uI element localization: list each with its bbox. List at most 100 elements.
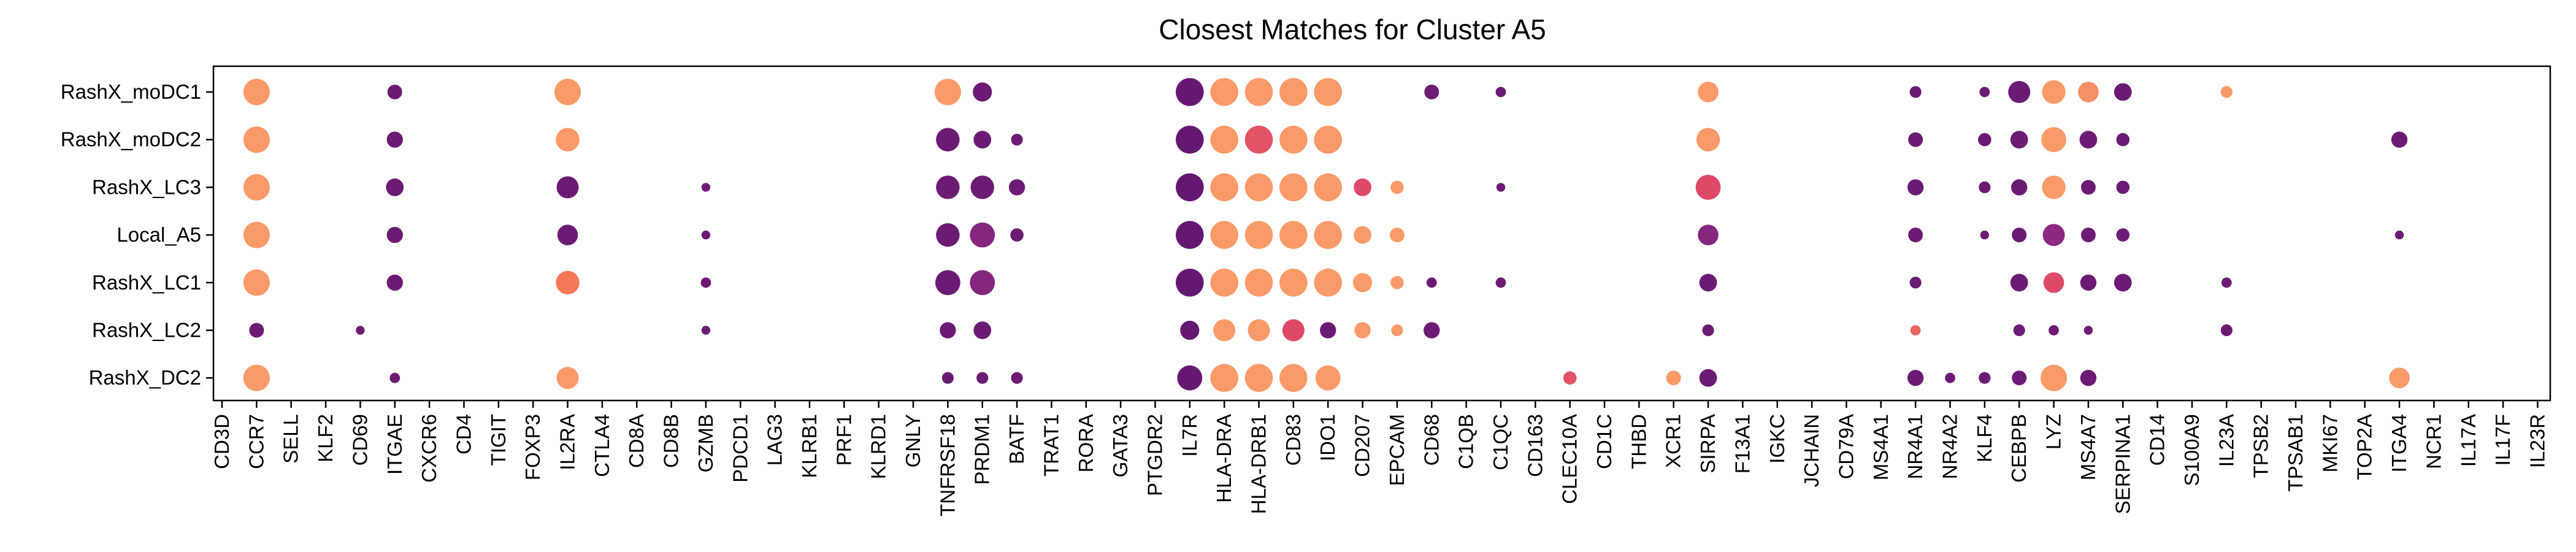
chart-title: Closest Matches for Cluster A5 bbox=[1159, 13, 1546, 45]
y-axis: RashX_moDC1 RashX_moDC2 RashX_LC3 Local_A5 R… bbox=[61, 80, 213, 389]
dot-Local_A5-CCR7 bbox=[243, 221, 270, 248]
x-tick-label: CD4 bbox=[452, 414, 475, 454]
x-tick-label: CXCR6 bbox=[418, 414, 440, 483]
x-tick-label: CLEC10A bbox=[1558, 414, 1581, 504]
dot-RashX_LC2-GZMB bbox=[701, 326, 711, 335]
dot-RashX_moDC1-CD83 bbox=[1279, 78, 1308, 106]
dot-RashX_DC2-LYZ bbox=[2040, 364, 2068, 391]
x-tick-label: JCHAIN bbox=[1800, 414, 1823, 487]
dot-Local_A5-KLF4 bbox=[1980, 230, 1990, 240]
x-tick-label: NCR1 bbox=[2422, 414, 2445, 469]
dot-RashX_DC2-TNFRSF18 bbox=[941, 372, 954, 384]
dot-RashX_LC3-NR4A1 bbox=[1907, 179, 1924, 196]
x-tick-label: SERPINA1 bbox=[2111, 414, 2134, 514]
y-tick-label: Local_A5 bbox=[117, 223, 201, 246]
dot-Local_A5-CD207 bbox=[1354, 226, 1371, 244]
x-tick-label: CD83 bbox=[1282, 414, 1305, 466]
x-tick-label: TNFRSF18 bbox=[936, 414, 959, 516]
dot-RashX_LC1-CEBPB bbox=[2010, 274, 2028, 292]
dot-Local_A5-ITGAE bbox=[386, 226, 403, 243]
x-tick-label: RORA bbox=[1075, 414, 1097, 472]
x-tick-label: THBD bbox=[1627, 414, 1650, 469]
x-tick-label: ITGA4 bbox=[2388, 414, 2410, 472]
dots-layer bbox=[243, 78, 2410, 392]
dot-Local_A5-GZMB bbox=[701, 230, 711, 240]
dot-RashX_moDC1-TNFRSF18 bbox=[934, 79, 961, 105]
dot-RashX_DC2-CCR7 bbox=[243, 364, 270, 391]
dot-RashX_moDC2-CCR7 bbox=[243, 126, 270, 153]
x-tick-label: SIRPA bbox=[1696, 414, 1719, 473]
dot-RashX_LC2-EPCAM bbox=[1391, 324, 1403, 337]
dot-RashX_DC2-KLF4 bbox=[1979, 372, 1991, 384]
dot-RashX_LC3-CEBPB bbox=[2011, 179, 2028, 196]
dot-RashX_LC2-CCR7 bbox=[249, 323, 264, 338]
dot-RashX_moDC1-C1QC bbox=[1495, 86, 1506, 98]
dot-RashX_LC1-CCR7 bbox=[243, 269, 270, 296]
dot-RashX_LC2-HLA-DRA bbox=[1213, 319, 1236, 342]
dot-RashX_LC3-GZMB bbox=[701, 183, 711, 192]
x-tick-label: S100A9 bbox=[2180, 414, 2203, 486]
dot-Local_A5-MS4A7 bbox=[2080, 228, 2096, 243]
dot-RashX_LC3-CD207 bbox=[1354, 178, 1371, 196]
x-tick-label: CCR7 bbox=[245, 414, 267, 469]
dot-RashX_LC1-GZMB bbox=[700, 277, 711, 288]
dot-RashX_moDC1-HLA-DRA bbox=[1210, 78, 1238, 106]
x-tick-label: IL17A bbox=[2457, 414, 2480, 467]
dot-RashX_moDC2-TNFRSF18 bbox=[936, 128, 960, 151]
dot-RashX_moDC2-IDO1 bbox=[1314, 125, 1342, 154]
dot-RashX_LC3-PRDM1 bbox=[970, 175, 994, 199]
dot-RashX_LC3-LYZ bbox=[2042, 175, 2066, 199]
dot-RashX_LC2-NR4A1 bbox=[1910, 325, 1921, 335]
dot-RashX_LC2-CEBPB bbox=[2013, 324, 2025, 337]
dot-RashX_moDC1-HLA-DRB1 bbox=[1244, 78, 1273, 106]
dot-Local_A5-IDO1 bbox=[1314, 221, 1342, 249]
dot-RashX_LC1-CD83 bbox=[1279, 269, 1308, 297]
dot-RashX_moDC2-CEBPB bbox=[2010, 131, 2028, 149]
dot-RashX_LC2-TNFRSF18 bbox=[940, 322, 956, 339]
x-tick-label: CD8A bbox=[625, 414, 648, 468]
dot-RashX_moDC1-IL2RA bbox=[554, 79, 581, 105]
dot-RashX_LC3-EPCAM bbox=[1390, 180, 1404, 194]
dot-RashX_DC2-IDO1 bbox=[1315, 365, 1341, 391]
x-tick-label: C1QC bbox=[1489, 414, 1512, 470]
x-tick-label: IGKC bbox=[1766, 414, 1788, 464]
dot-RashX_LC2-SIRPA bbox=[1702, 324, 1714, 337]
dot-RashX_DC2-BATF bbox=[1011, 372, 1023, 384]
x-tick-label: CD207 bbox=[1351, 414, 1374, 477]
dot-RashX_LC3-ITGAE bbox=[386, 178, 404, 196]
x-tick-label: LAG3 bbox=[764, 414, 786, 466]
dot-RashX_moDC1-IL7R bbox=[1176, 78, 1204, 106]
x-tick-label: KLF2 bbox=[314, 414, 337, 462]
x-tick-label: LYZ bbox=[2042, 414, 2065, 450]
dot-RashX_LC2-IDO1 bbox=[1320, 322, 1336, 339]
dot-Local_A5-IL7R bbox=[1176, 221, 1204, 249]
dot-Local_A5-TNFRSF18 bbox=[936, 223, 960, 247]
dot-RashX_LC3-SIRPA bbox=[1695, 175, 1721, 200]
dot-RashX_LC1-HLA-DRB1 bbox=[1244, 269, 1273, 297]
dot-RashX_DC2-PRDM1 bbox=[976, 372, 989, 384]
dot-RashX_moDC2-HLA-DRB1 bbox=[1244, 125, 1273, 154]
x-tick-label: CD1C bbox=[1593, 414, 1616, 469]
dot-RashX_DC2-ITGAE bbox=[389, 372, 401, 383]
x-tick-label: IL23R bbox=[2526, 414, 2548, 468]
dot-RashX_DC2-HLA-DRA bbox=[1210, 364, 1238, 392]
dot-RashX_LC1-IL2RA bbox=[556, 270, 580, 294]
dot-RashX_LC3-CCR7 bbox=[243, 174, 270, 201]
dot-RashX_moDC1-CEBPB bbox=[2008, 81, 2031, 103]
dot-RashX_moDC1-SERPINA1 bbox=[2114, 83, 2132, 101]
dot-RashX_LC1-MS4A7 bbox=[2080, 274, 2097, 291]
dot-RashX_moDC1-MS4A7 bbox=[2078, 82, 2099, 102]
dot-Local_A5-IL2RA bbox=[557, 224, 578, 245]
dot-Local_A5-ITGA4 bbox=[2394, 230, 2404, 240]
dot-Local_A5-PRDM1 bbox=[970, 222, 995, 248]
dot-RashX_moDC2-IL7R bbox=[1176, 125, 1204, 154]
x-tick-label: PRDM1 bbox=[971, 414, 994, 485]
dot-RashX_moDC2-ITGAE bbox=[386, 131, 403, 148]
dot-RashX_moDC2-HLA-DRA bbox=[1210, 125, 1238, 154]
x-tick-label: TRAT1 bbox=[1040, 414, 1062, 477]
x-tick-label: MS4A1 bbox=[1869, 414, 1892, 480]
x-tick-label: HLA-DRA bbox=[1213, 414, 1235, 503]
dot-RashX_LC1-SIRPA bbox=[1699, 274, 1717, 292]
dot-RashX_LC1-CD68 bbox=[1426, 277, 1437, 288]
